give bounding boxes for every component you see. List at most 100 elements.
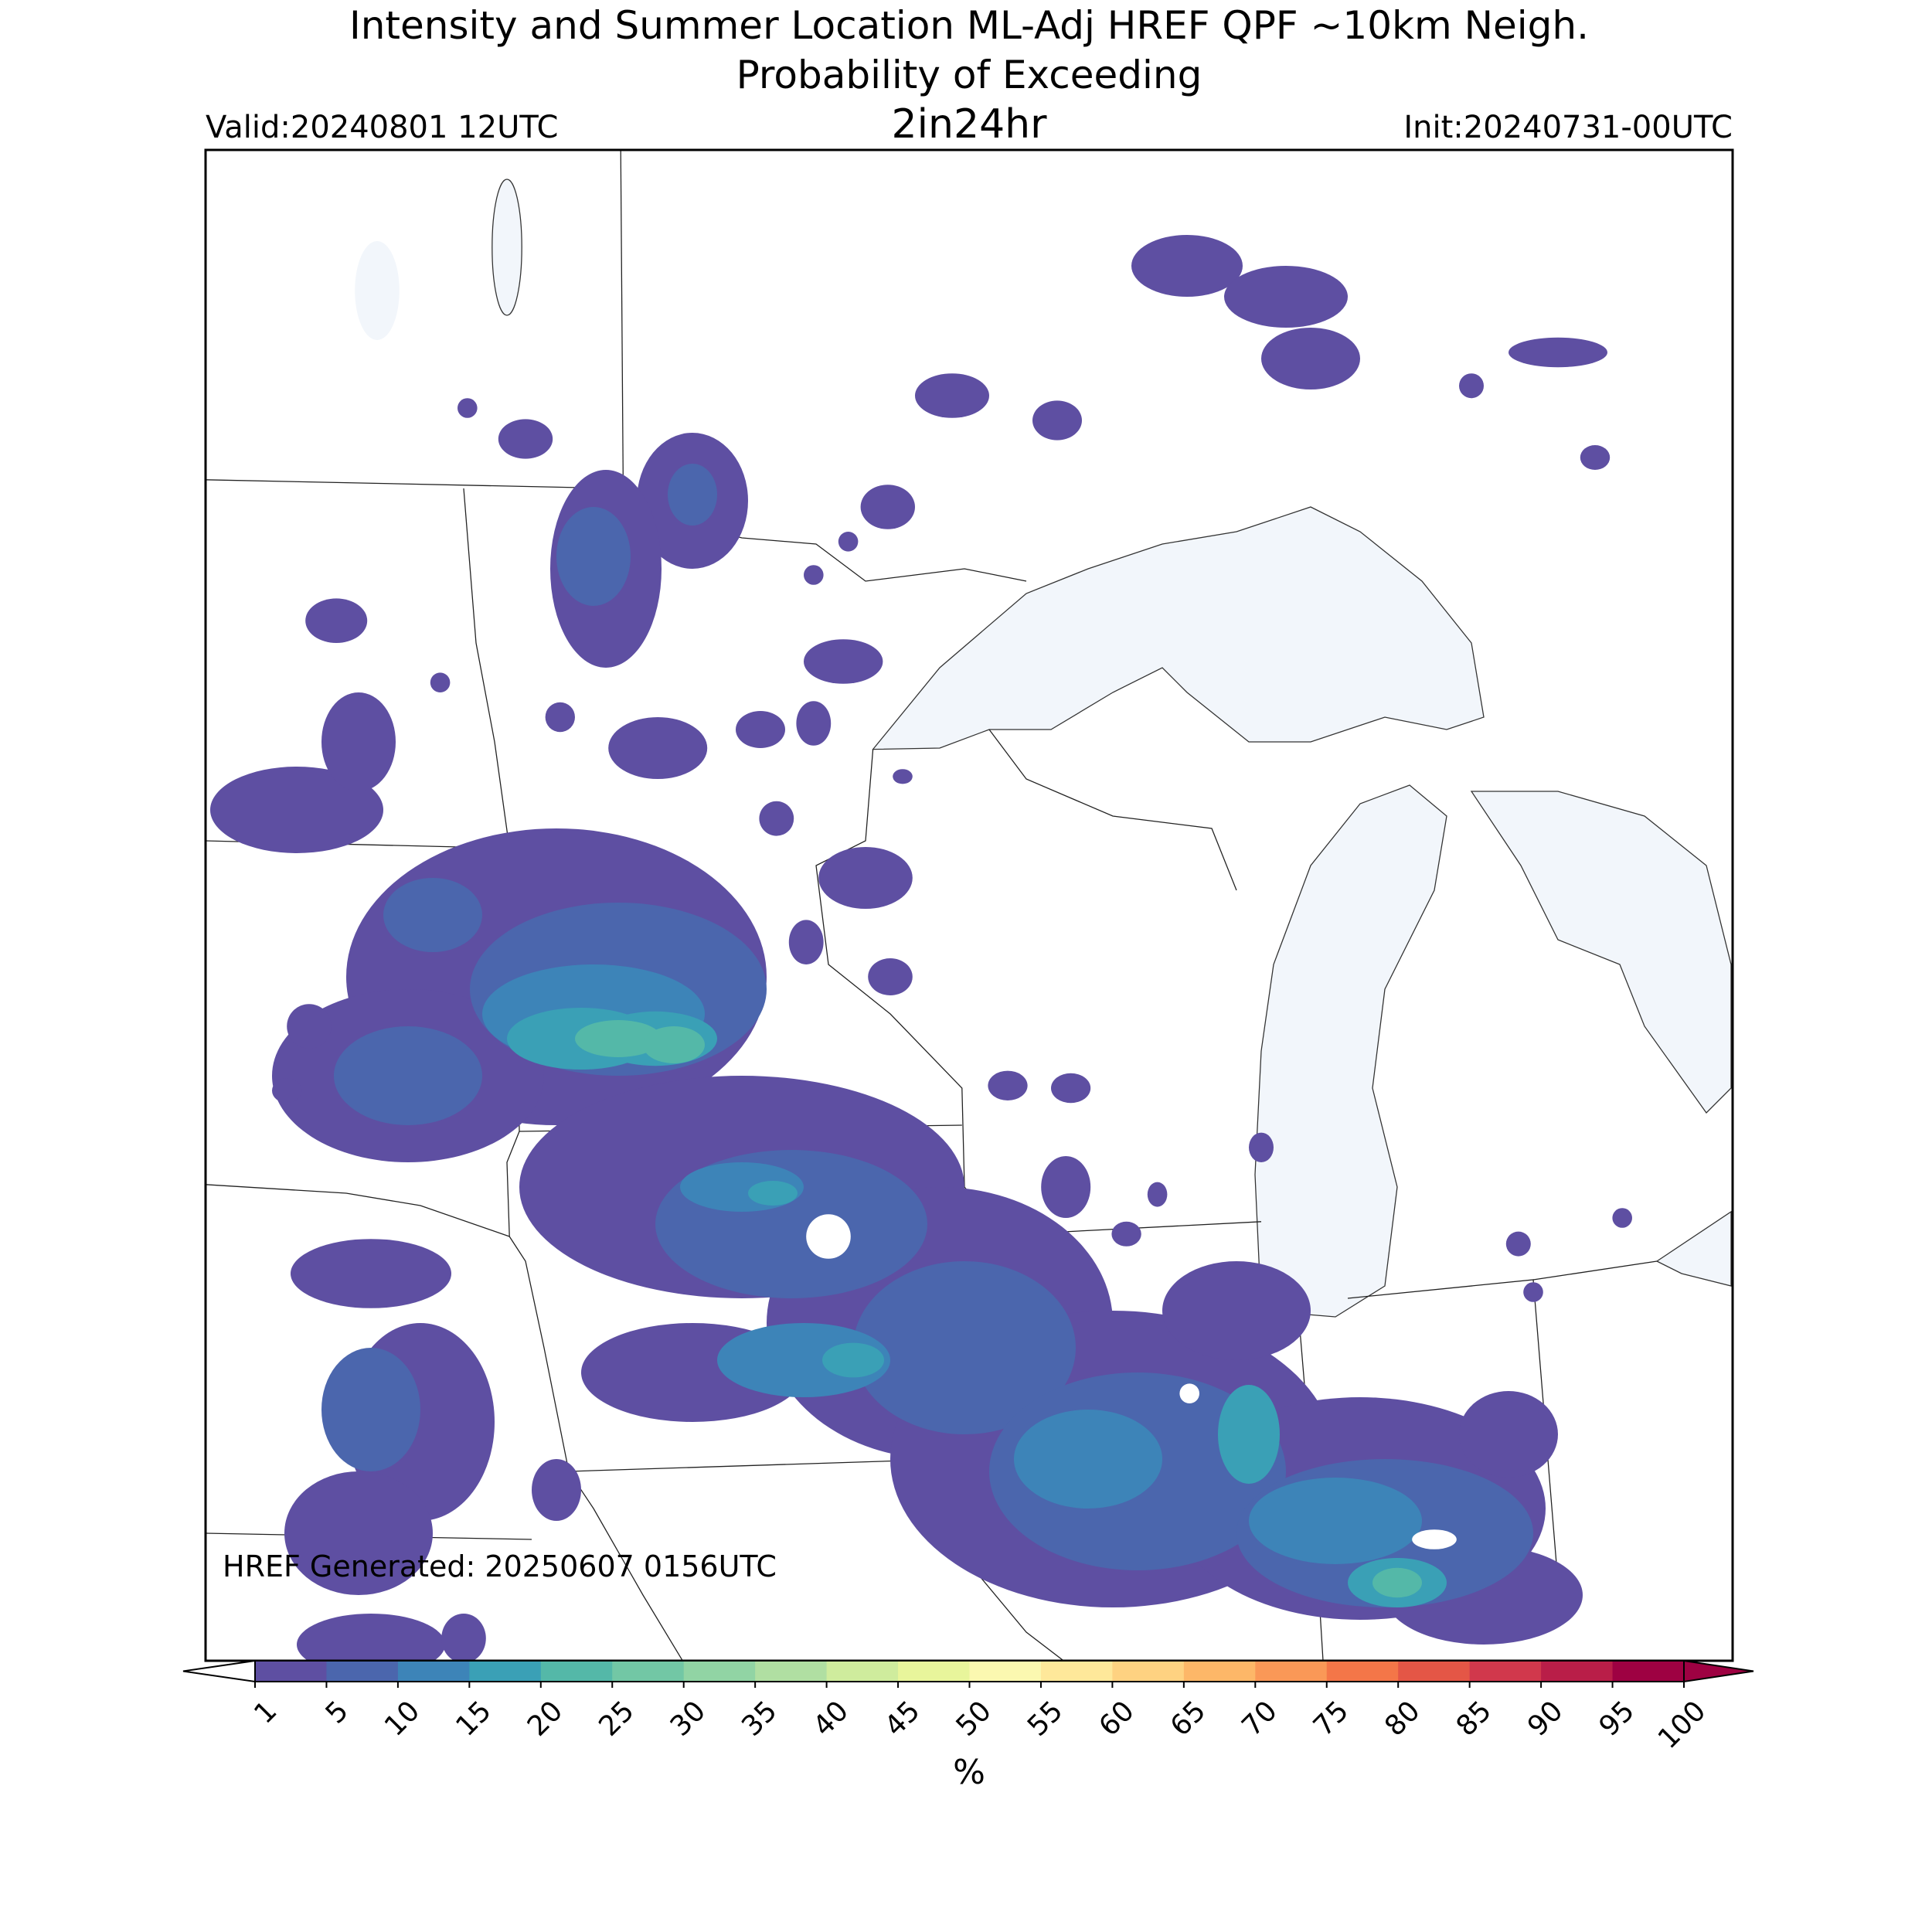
precip-area (1249, 1478, 1422, 1564)
map (206, 150, 1732, 1661)
precip-area (1459, 373, 1484, 399)
precip-area (1505, 1231, 1531, 1257)
title: Intensity and Summer Location ML-Adj HRE… (349, 3, 1589, 48)
colorbar-tick-label: 35 (736, 1695, 783, 1742)
precip-area (1612, 1208, 1632, 1228)
precip-area (383, 878, 482, 952)
border (463, 488, 683, 1661)
colorbar-tick-label: 70 (1236, 1695, 1283, 1742)
precip-area (1051, 1073, 1091, 1104)
colorbar-tick-label: 45 (879, 1695, 926, 1742)
precip-area (305, 598, 368, 643)
init-time: Init:20240731-00UTC (1403, 110, 1733, 145)
colorbar-tick-label: 25 (593, 1695, 640, 1742)
colorbar-swatch (1541, 1661, 1614, 1682)
colorbar-tick-label: 85 (1451, 1695, 1498, 1742)
colorbar-swatch (255, 1661, 327, 1682)
colorbar-swatch (326, 1661, 399, 1682)
precip-area (893, 769, 913, 784)
colorbar-swatch (612, 1661, 685, 1682)
colorbar-swatch (1398, 1661, 1471, 1682)
colorbar-tick-label: 75 (1308, 1695, 1355, 1742)
precip-area (321, 1348, 420, 1471)
precip-area (1224, 266, 1348, 328)
colorbar-swatch (1183, 1661, 1256, 1682)
colorbar-swatch (540, 1661, 613, 1682)
colorbar-swatch (898, 1661, 970, 1682)
precip-area (748, 1181, 798, 1206)
precip-area (291, 1239, 451, 1308)
precip-area (556, 507, 631, 606)
precip-area (853, 1261, 1076, 1434)
colorbar-swatch (1326, 1661, 1399, 1682)
lake-michigan (1254, 784, 1447, 1318)
colorbar-tick-label: 50 (951, 1695, 998, 1742)
colorbar: 1 5 10 15 20 25 30 35 40 45 50 55 60 65 70 75 80 85 90 95 10… (182, 1659, 1754, 1755)
colorbar-tick-label: 95 (1594, 1695, 1641, 1742)
precip-area (1372, 1567, 1422, 1598)
precip-area (1032, 400, 1082, 440)
precip-area (1147, 1182, 1168, 1207)
precip-area (668, 464, 717, 526)
precip-area (1131, 235, 1243, 297)
precip-area (788, 920, 824, 964)
precip-area (272, 1078, 302, 1104)
colorbar-over (1683, 1659, 1754, 1683)
colorbar-label: % (953, 1753, 985, 1792)
precip-area (297, 1614, 445, 1661)
precip-area (575, 1020, 662, 1057)
precip-area (1509, 337, 1607, 368)
valid-time: Valid:20240801 12UTC (206, 110, 558, 145)
precip-area (822, 1342, 884, 1378)
precip-area (1218, 1385, 1280, 1484)
precip-area (1459, 1391, 1558, 1478)
lake-superior (872, 506, 1485, 750)
precip-area (860, 485, 915, 529)
precip-area (717, 1323, 890, 1397)
border (206, 1184, 510, 1237)
precip-area (796, 701, 832, 746)
lake (355, 241, 400, 340)
precip-area (441, 1614, 486, 1661)
colorbar-swatch (1612, 1661, 1685, 1682)
precip-area (498, 419, 553, 459)
precip-gap (1412, 1529, 1457, 1549)
border (988, 729, 1237, 891)
precip-area (759, 801, 794, 836)
precip-area (284, 1471, 433, 1595)
colorbar-swatch (1040, 1661, 1113, 1682)
colorbar-tick-label: 10 (379, 1695, 426, 1742)
colorbar-tick-label: 65 (1165, 1695, 1212, 1742)
precip-area (334, 1026, 482, 1125)
precip-field (210, 235, 1632, 1661)
colorbar-swatch (826, 1661, 899, 1682)
precip-area (1249, 1132, 1274, 1162)
colorbar-swatch (755, 1661, 828, 1682)
precip-area (457, 398, 478, 418)
lakes (355, 179, 1732, 1318)
precip-area (988, 1070, 1028, 1100)
border (568, 1458, 953, 1472)
precip-area (1523, 1282, 1543, 1302)
colorbar-swatch (1112, 1661, 1185, 1682)
border (620, 150, 624, 489)
precip-area (545, 702, 575, 733)
lake-erie (1655, 1210, 1732, 1287)
colorbar-tick-label: 100 (1652, 1695, 1713, 1755)
precip-area (1014, 1410, 1162, 1509)
colorbar-tick-label: 80 (1379, 1695, 1426, 1742)
precip-area (736, 711, 785, 748)
colorbar-tick-label: 40 (808, 1695, 855, 1742)
colorbar-tick-label: 55 (1022, 1695, 1069, 1742)
precip-area (430, 672, 451, 692)
precip-area (868, 958, 913, 995)
precip-area (210, 767, 383, 853)
precip-area (915, 373, 989, 418)
lake-winnipeg (492, 179, 522, 316)
precip-gap (806, 1214, 851, 1259)
colorbar-swatch (1469, 1661, 1542, 1682)
precip-area (1580, 445, 1611, 470)
precip-area (321, 692, 396, 791)
precip-area (804, 639, 883, 684)
